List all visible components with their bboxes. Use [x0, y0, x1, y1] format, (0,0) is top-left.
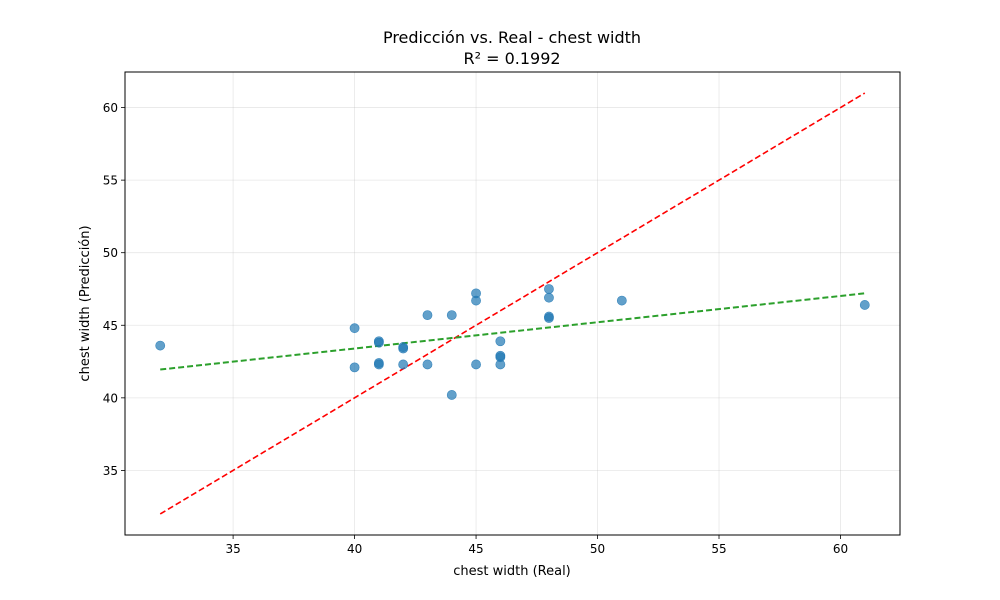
- data-point: [544, 284, 554, 294]
- x-tick-label: 60: [833, 542, 848, 556]
- reference-line: [159, 92, 866, 515]
- fit-line: [160, 292, 865, 371]
- plot-frame: [124, 71, 901, 536]
- y-tick-label: 40: [103, 391, 118, 405]
- grid: [125, 72, 900, 535]
- y-tick-label: 60: [103, 101, 118, 115]
- data-point: [495, 336, 506, 347]
- y-axis-label: chest width (Predicción): [78, 225, 93, 381]
- data-point: [544, 292, 554, 303]
- x-tick-label: 40: [347, 542, 362, 556]
- y-tick-label: 45: [103, 319, 118, 333]
- y-tick-label: 50: [103, 246, 118, 260]
- x-tick-label: 35: [225, 542, 240, 556]
- y-tick-label: 35: [103, 464, 118, 478]
- data-point: [471, 359, 481, 370]
- data-point: [446, 310, 457, 321]
- x-axis-label: chest width (Real): [453, 564, 571, 579]
- data-point: [398, 343, 409, 354]
- chart-subtitle: R² = 0.1992: [463, 49, 560, 68]
- x-tick-label: 45: [468, 542, 483, 556]
- data-point: [349, 362, 360, 373]
- ticks-layer: 35 40 45 50 55 60 35 40 45 50 55 60: [103, 101, 848, 556]
- data-point: [373, 337, 384, 348]
- data-point: [471, 295, 481, 306]
- data-point: [859, 300, 870, 310]
- data-point: [495, 359, 506, 370]
- y-tick-label: 55: [103, 174, 118, 188]
- data-point: [544, 313, 554, 323]
- data-point: [616, 295, 627, 306]
- data-point: [398, 359, 409, 370]
- data-point: [155, 340, 166, 351]
- x-tick-label: 50: [590, 542, 605, 556]
- data-point: [422, 359, 433, 370]
- points-layer: [155, 284, 870, 400]
- data-point: [422, 310, 433, 321]
- x-tick-label: 55: [711, 542, 726, 556]
- data-point: [349, 323, 360, 334]
- data-point: [446, 390, 457, 400]
- data-point: [373, 359, 384, 370]
- chart-title: Predicción vs. Real - chest width: [383, 28, 641, 47]
- lines-layer: [159, 92, 866, 515]
